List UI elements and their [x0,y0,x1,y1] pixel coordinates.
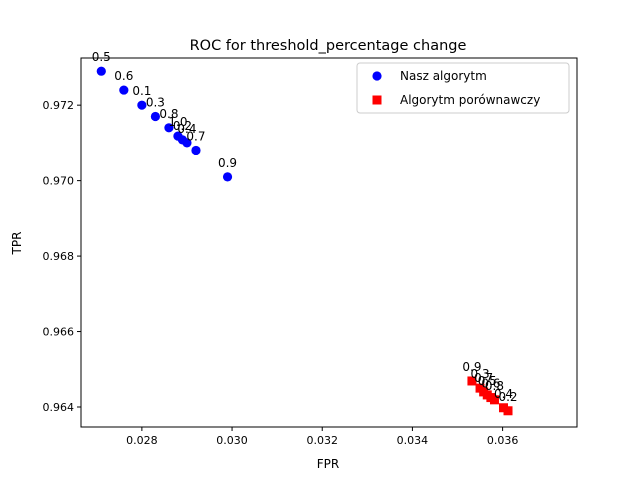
y-axis-ticks: 0.964 0.966 0.968 0.970 0.972 [43,99,81,414]
data-point [503,406,513,416]
series-layer: 0.50.60.10.30.81.00.20.40.70.90.90.30.70… [92,50,518,416]
data-point-label: 0.7 [474,371,493,385]
data-point-label: 0.6 [114,69,133,83]
data-point [191,145,201,156]
y-tick-label: 0.966 [43,326,75,339]
data-point [137,100,147,110]
y-tick-label: 0.972 [43,99,75,112]
data-point-label: 0.5 [478,374,497,388]
data-point [182,138,192,148]
data-point-label: 0.2 [173,119,192,133]
x-axis-ticks: 0.028 0.030 0.032 0.034 0.036 [126,427,518,447]
x-tick-label: 0.028 [126,434,158,447]
data-point-label: 0.4 [494,387,513,401]
series-algorytm-porownawczy: 0.90.30.70.50.60.80.40.2 [462,360,518,416]
legend-label-algorytm-porownawczy: Algorytm porównawczy [400,93,540,107]
x-tick-label: 0.036 [487,434,519,447]
data-point [499,403,509,413]
data-point-label: 0.8 [485,379,504,393]
y-tick-label: 0.968 [43,250,75,263]
y-axis-label: TPR [10,232,24,256]
data-point-label: 1.0 [168,115,187,129]
data-point-label: 0.7 [186,129,205,143]
y-tick-label: 0.964 [43,401,75,414]
data-point [467,376,477,386]
legend-marker-nasz-algorytm [372,71,382,81]
data-point [96,66,106,76]
x-axis-label: FPR [317,457,339,471]
data-point [119,85,129,95]
data-point-label: 0.9 [218,156,237,170]
legend-marker-algorytm-porownawczy [372,95,382,105]
data-point-label: 0.2 [498,390,517,404]
data-point-label: 0.8 [159,107,178,121]
series-nasz-algorytm: 0.50.60.10.30.81.00.20.40.7 0.9 [92,50,237,182]
plot-area: 0.028 0.030 0.032 0.034 0.036 0.9640.9660.96… [43,50,578,447]
data-point-label: 0.9 [462,360,481,374]
data-point-label: 0.3 [146,95,165,109]
x-tick-label: 0.032 [306,434,338,447]
data-point [150,111,160,122]
legend-label-nasz-algorytm: Nasz algorytm [400,69,487,83]
axes-frame [80,57,578,428]
data-point-label: 0.6 [481,377,500,391]
data-point-label: 0.3 [471,367,490,381]
x-tick-label: 0.034 [397,434,429,447]
data-point [489,395,499,405]
data-point-label: 0.1 [132,84,151,98]
x-tick-label: 0.030 [216,434,248,447]
chart-title: ROC for threshold_percentage change [190,38,467,54]
data-point-label: 0.4 [177,122,196,136]
y-tick-label: 0.970 [43,175,75,188]
legend: Nasz algorytm Algorytm porównawczy [356,62,570,114]
data-point [164,123,174,133]
data-point [222,172,233,182]
legend-box [356,62,570,114]
data-point-label: 0.5 [92,50,111,64]
